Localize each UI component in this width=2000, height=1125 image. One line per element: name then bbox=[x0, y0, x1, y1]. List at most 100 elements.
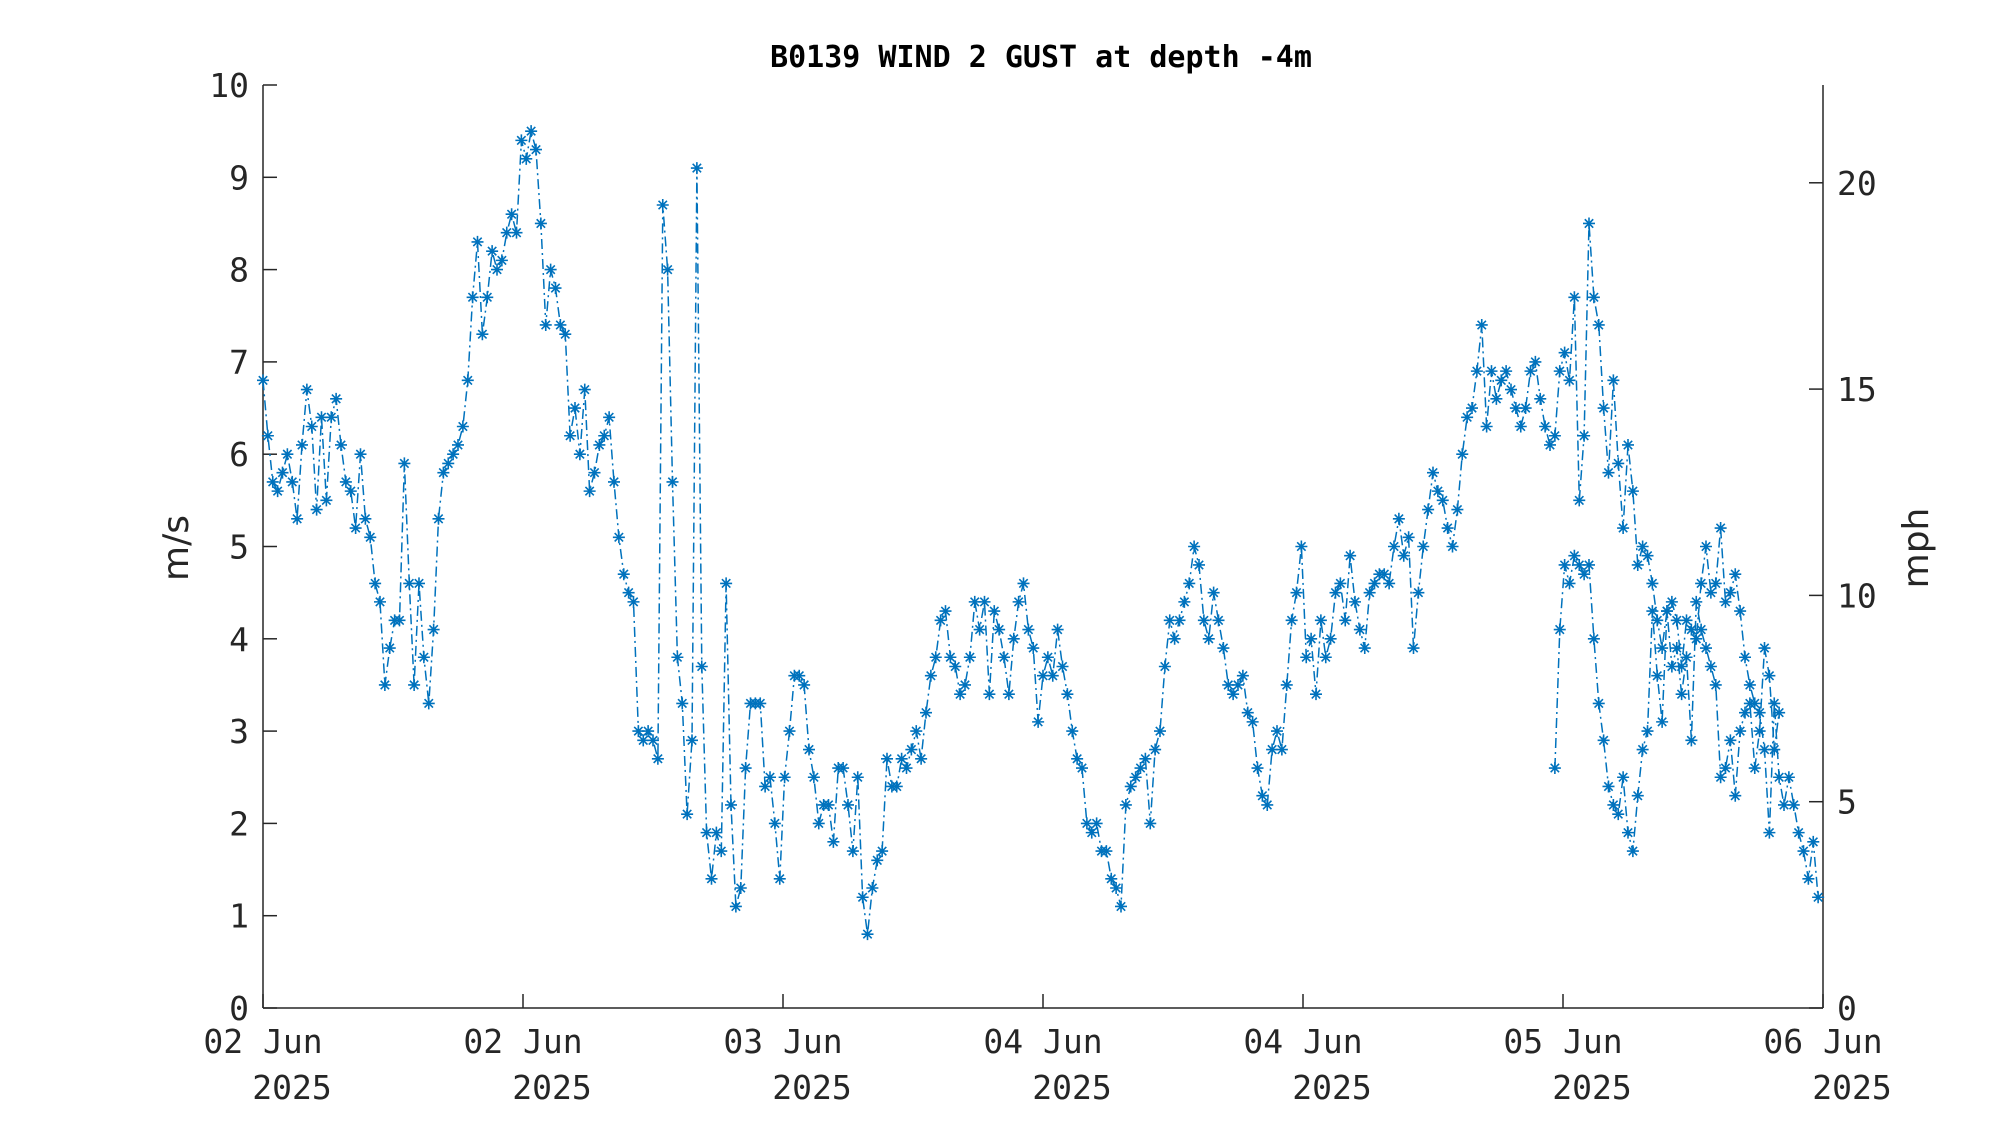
data-point bbox=[296, 438, 308, 451]
data-point bbox=[339, 475, 352, 488]
data-point bbox=[1651, 669, 1664, 682]
data-point bbox=[900, 762, 913, 775]
data-point bbox=[1349, 595, 1361, 608]
data-point bbox=[1568, 549, 1581, 562]
data-point bbox=[1305, 632, 1318, 645]
data-point bbox=[1729, 789, 1742, 802]
data-point bbox=[1670, 642, 1683, 655]
data-point bbox=[544, 263, 557, 276]
data-point bbox=[890, 780, 903, 793]
data-point bbox=[1773, 771, 1786, 784]
data-point bbox=[686, 734, 698, 747]
data-point bbox=[934, 614, 947, 627]
data-point bbox=[705, 872, 718, 885]
data-point bbox=[461, 374, 474, 387]
data-point bbox=[988, 605, 1001, 618]
data-point bbox=[759, 780, 772, 793]
y-tick-label: 9 bbox=[229, 158, 249, 197]
data-point bbox=[739, 762, 752, 775]
data-point bbox=[447, 448, 460, 461]
data-point bbox=[939, 605, 952, 618]
data-point bbox=[827, 835, 840, 848]
data-point bbox=[1787, 798, 1800, 811]
data-point bbox=[1324, 632, 1337, 645]
y-tick-label: 1 bbox=[229, 897, 249, 936]
data-point bbox=[1578, 568, 1591, 581]
data-point bbox=[257, 374, 269, 387]
y-axis-title: m/s bbox=[156, 515, 197, 581]
y2-axis-title: mph bbox=[1896, 508, 1937, 589]
data-point bbox=[1602, 780, 1615, 793]
data-point bbox=[998, 651, 1010, 664]
data-point bbox=[1680, 651, 1693, 664]
data-point bbox=[1241, 706, 1254, 719]
data-point bbox=[383, 642, 396, 655]
data-point bbox=[949, 660, 962, 673]
data-point bbox=[807, 771, 820, 784]
data-point bbox=[676, 697, 689, 710]
data-point bbox=[1236, 669, 1249, 682]
data-point bbox=[534, 217, 547, 230]
data-point bbox=[803, 743, 815, 756]
data-point bbox=[798, 678, 811, 691]
data-point bbox=[1319, 651, 1332, 664]
data-point bbox=[1271, 725, 1283, 738]
data-point bbox=[1246, 715, 1259, 728]
data-point bbox=[569, 402, 581, 415]
y2-tick-label: 0 bbox=[1837, 989, 1857, 1028]
data-point bbox=[1158, 660, 1171, 673]
data-point bbox=[1563, 374, 1576, 387]
data-point bbox=[310, 503, 323, 516]
data-point bbox=[1685, 734, 1698, 747]
data-point bbox=[710, 826, 723, 839]
y-tick-label: 0 bbox=[229, 989, 249, 1028]
data-point bbox=[1758, 743, 1771, 756]
data-point bbox=[944, 651, 957, 664]
data-point bbox=[1714, 771, 1727, 784]
data-point bbox=[1690, 632, 1703, 645]
data-point bbox=[1734, 605, 1747, 618]
data-point bbox=[1402, 531, 1415, 544]
data-point bbox=[1353, 623, 1366, 636]
data-point bbox=[1665, 660, 1678, 673]
data-point bbox=[1622, 826, 1634, 839]
data-point bbox=[495, 254, 508, 267]
data-point bbox=[598, 429, 611, 442]
data-point bbox=[1768, 697, 1781, 710]
data-point bbox=[1202, 632, 1215, 645]
data-point bbox=[861, 928, 874, 941]
data-point bbox=[1622, 438, 1634, 451]
data-point bbox=[1714, 522, 1727, 535]
data-point bbox=[417, 651, 430, 664]
data-point bbox=[1685, 623, 1698, 636]
data-point bbox=[1183, 577, 1196, 590]
series-0 bbox=[257, 125, 1825, 941]
data-point bbox=[661, 263, 674, 276]
data-point bbox=[920, 706, 932, 719]
data-point bbox=[559, 328, 572, 341]
data-point bbox=[866, 882, 879, 895]
data-point bbox=[320, 494, 333, 507]
x-tick-label-date: 05 Jun bbox=[1503, 1022, 1622, 1061]
data-point bbox=[1763, 669, 1776, 682]
data-point bbox=[1363, 586, 1376, 599]
y-tick-label: 7 bbox=[229, 343, 249, 382]
data-point bbox=[1197, 614, 1210, 627]
data-point bbox=[466, 291, 479, 304]
data-point bbox=[1719, 595, 1732, 608]
data-point bbox=[1665, 595, 1678, 608]
data-point bbox=[1407, 642, 1420, 655]
data-point bbox=[871, 854, 884, 867]
data-point bbox=[1222, 678, 1235, 691]
data-point bbox=[1592, 697, 1605, 710]
data-point bbox=[549, 282, 562, 295]
data-point bbox=[1612, 808, 1625, 821]
series-1 bbox=[1548, 549, 1786, 858]
data-point bbox=[578, 383, 591, 396]
data-point bbox=[973, 623, 986, 636]
data-point bbox=[1505, 383, 1517, 396]
data-point bbox=[1056, 660, 1069, 673]
data-point bbox=[588, 466, 601, 479]
data-point bbox=[1529, 355, 1542, 368]
data-point bbox=[1548, 762, 1561, 775]
